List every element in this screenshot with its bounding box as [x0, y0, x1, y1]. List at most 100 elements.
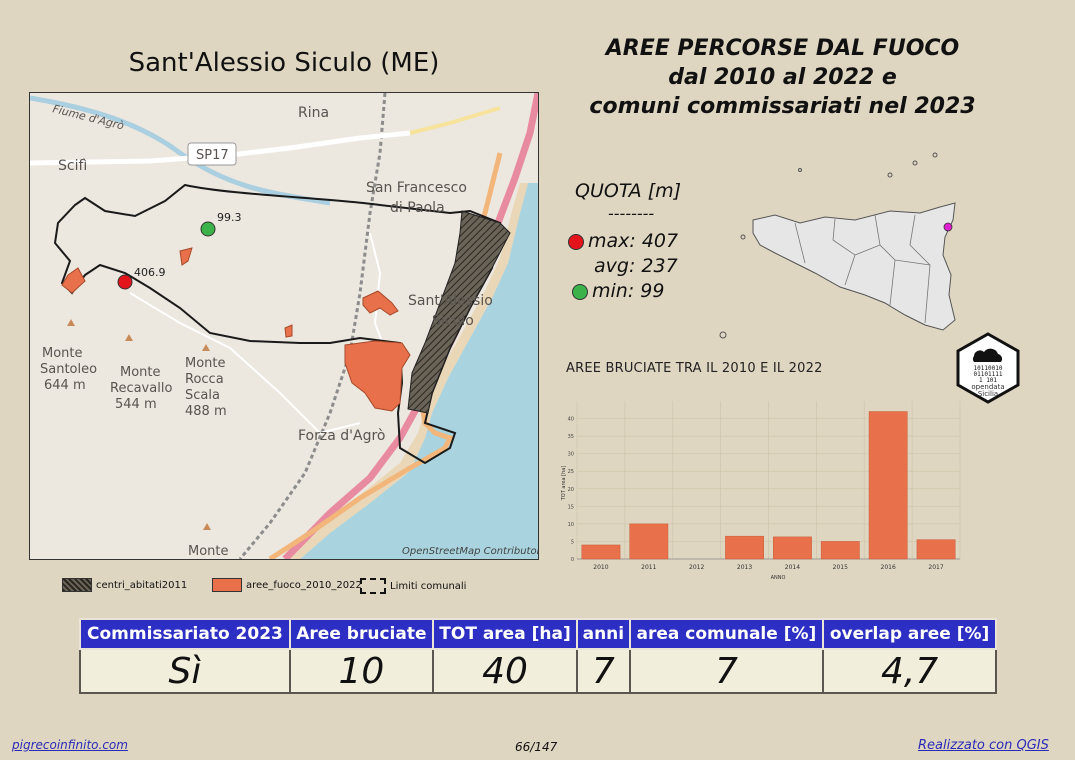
sicily-locator-map: [719, 152, 956, 339]
chart-x-tick-label: 2013: [737, 564, 752, 571]
chart-bar: [629, 523, 669, 560]
sea-area: [300, 183, 538, 559]
chart-bar: [916, 539, 956, 560]
value-area-comunale: 7: [628, 648, 825, 694]
table-header-row: Commissariato 2023 Aree bruciate TOT are…: [79, 618, 997, 650]
footer-qgis-link[interactable]: Realizzato con QGIS: [918, 738, 1049, 753]
map-label-river: Fiume d'Agrò: [51, 102, 125, 132]
river: [30, 95, 331, 206]
opendata-sicilia-logo: 10110010 01101111 1 101 opendata Sicilia: [956, 332, 1020, 404]
quota-min: min: 99: [592, 280, 665, 302]
title-line-2: dal 2010 al 2022 e: [668, 65, 897, 90]
map-label-san-francesco-1: San Francesco: [366, 180, 467, 196]
chart-y-label: TOT area [ha]: [561, 466, 567, 502]
fire-area[interactable]: [362, 290, 399, 316]
fire-area[interactable]: [61, 267, 86, 294]
chart-y-tick-label: 0: [571, 557, 574, 563]
min-elevation-point[interactable]: [200, 221, 216, 237]
min-point-label: 99.3: [217, 211, 242, 224]
header-anni: anni: [576, 618, 631, 650]
municipality-map[interactable]: Fiume d'Agrò Rina Scifì SP17 San Frances…: [29, 92, 539, 560]
legend-swatch-boundary: [360, 578, 386, 594]
municipal-boundary[interactable]: [53, 183, 502, 465]
map-legend: centri_abitati2011 aree_fuoco_2010_2022 …: [62, 576, 532, 598]
value-tot-area: 40: [431, 648, 579, 694]
peak-icon: [203, 523, 211, 530]
urban-area[interactable]: [407, 210, 511, 414]
logo-binary-1: 10110010: [974, 365, 1003, 372]
header-area-comunale: area comunale [%]: [628, 618, 825, 650]
islet-icon: [798, 168, 802, 172]
map-label-recavallo-2: Recavallo: [110, 381, 172, 396]
secondary-road: [409, 106, 501, 135]
chart-y-tick-label: 30: [568, 452, 574, 458]
map-label-monte-bottom: Monte: [188, 544, 229, 559]
province-borders: [794, 214, 931, 324]
chart-x-tick-label: 2017: [928, 564, 943, 571]
burned-area-chart: 2010 2011 2012 2013 2014 2015 2016 2017 0 5 10 15 2…: [561, 401, 961, 581]
footer-page-number: 66/147: [515, 740, 558, 754]
legend-label-centri: centri_abitati2011: [96, 579, 188, 591]
fire-area[interactable]: [179, 247, 193, 266]
header-commissariato: Commissariato 2023: [79, 618, 291, 650]
map-label-recavallo-1: Monte: [120, 365, 161, 380]
legend-item-aree: aree_fuoco_2010_2022: [212, 578, 362, 592]
fire-area[interactable]: [284, 324, 293, 338]
chart-x-label: ANNO: [771, 575, 786, 581]
islet-icon: [887, 172, 893, 178]
header-aree-bruciate: Aree bruciate: [288, 618, 434, 650]
chart-y-tick-label: 5: [571, 539, 574, 545]
header-overlap: overlap aree [%]: [822, 618, 997, 650]
map-label-rocca-4: 488 m: [185, 404, 227, 419]
chart-title: AREE BRUCIATE TRA IL 2010 E IL 2022: [566, 361, 823, 376]
chart-x-ticks: 2010 2011 2012 2013 2014 2015 2016 2017: [593, 564, 944, 571]
max-elevation-point[interactable]: [117, 274, 133, 290]
chart-y-tick-label: 40: [568, 417, 574, 423]
logo-text-2: Sicilia: [978, 390, 998, 398]
map-label-rocca-1: Monte: [185, 356, 226, 371]
chart-y-tick-label: 10: [568, 522, 574, 528]
map-label-rocca-2: Rocca: [185, 372, 224, 387]
peak-icon: [202, 344, 210, 351]
municipality-location-point: [943, 222, 953, 232]
value-overlap: 4,7: [822, 648, 997, 694]
map-label-sant-alessio-1: Sant'Alessio: [408, 293, 493, 309]
map-label-scifi: Scifì: [58, 158, 87, 174]
title-line-1: AREE PERCORSE DAL FUOCO: [605, 36, 960, 61]
sp17-shield: [187, 142, 237, 166]
map-attribution: OpenStreetMap Contributor: [402, 546, 538, 557]
fire-area[interactable]: [344, 340, 411, 412]
railway: [238, 93, 387, 559]
chart-bar: [820, 541, 860, 560]
chart-y-ticks: 0 5 10 15 20 25 30 35 40: [568, 417, 574, 563]
islet-icon: [719, 331, 727, 339]
stats-table: Commissariato 2023 Aree bruciate TOT are…: [79, 618, 997, 694]
map-label-forza: Forza d'Agrò: [298, 428, 385, 444]
quota-avg: avg: 237: [594, 255, 678, 277]
legend-swatch-hatched: [62, 578, 92, 592]
map-label-rocca-3: Scala: [185, 388, 220, 403]
chart-x-tick-label: 2012: [689, 564, 704, 571]
peak-icon: [67, 319, 75, 326]
chart-y-tick-label: 35: [568, 434, 574, 440]
map-label-san-francesco-2: di Paola: [390, 200, 445, 216]
chart-x-tick-label: 2016: [881, 564, 896, 571]
peak-icon: [125, 334, 133, 341]
footer-website-link[interactable]: pigrecoinfinito.com: [12, 738, 128, 752]
chart-bar: [725, 535, 764, 560]
chart-y-tick-label: 15: [568, 504, 574, 510]
logo-binary-3: 1 101: [979, 377, 997, 384]
municipality-title: Sant'Alessio Siculo (ME): [128, 48, 440, 78]
legend-item-limiti: Limiti comunali: [360, 578, 466, 594]
map-label-santoleo-2: Santoleo: [40, 362, 97, 377]
islet-icon: [912, 160, 918, 166]
chart-x-tick-label: 2015: [833, 564, 848, 571]
map-label-santoleo-3: 644 m: [44, 378, 86, 393]
chart-bar: [773, 536, 812, 560]
sicily-island: [752, 202, 956, 331]
quota-separator: --------: [608, 204, 655, 223]
quota-min-row: min: 99: [572, 280, 664, 302]
legend-label-aree: aree_fuoco_2010_2022: [246, 579, 362, 591]
max-dot-icon: [568, 233, 584, 250]
chart-x-tick-label: 2011: [641, 564, 656, 571]
